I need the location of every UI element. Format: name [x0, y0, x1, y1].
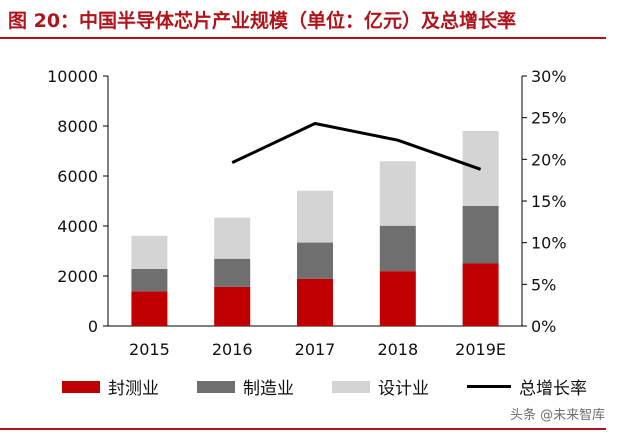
y2-tick-label: 15%	[531, 192, 567, 211]
y2-tick-label: 5%	[531, 275, 556, 294]
x-tick-label: 2016	[212, 340, 253, 359]
legend-label-packaging: 封测业	[108, 379, 159, 399]
bar-segment	[297, 278, 333, 326]
y-tick-label: 4000	[57, 217, 98, 236]
bar-segment	[379, 161, 416, 226]
legend-item-manufacturing: 制造业	[197, 374, 294, 399]
bar-segment	[297, 242, 333, 279]
y2-tick-label: 0%	[531, 317, 556, 336]
growth-line	[231, 122, 482, 171]
watermark-text: 头条 @未来智库	[510, 408, 606, 423]
legend-item-growth: 总增长率	[467, 374, 587, 399]
legend-label-manufacturing: 制造业	[243, 379, 294, 399]
legend-swatch-manufacturing	[197, 380, 235, 393]
y-tick-label: 0	[88, 317, 98, 336]
legend-line-growth	[467, 385, 511, 388]
bar-segment	[214, 217, 251, 259]
bottom-rule	[0, 428, 606, 430]
bar-segment	[131, 268, 168, 292]
legend-item-design: 设计业	[332, 374, 429, 399]
legend-swatch-design	[332, 380, 370, 393]
y-tick-label: 8000	[57, 117, 98, 136]
bar-segment	[131, 235, 168, 269]
y-tick-label: 10000	[47, 67, 98, 86]
legend-label-growth: 总增长率	[519, 379, 587, 399]
x-tick-label: 2017	[295, 340, 336, 359]
bar-segment	[379, 225, 416, 272]
bar-segment	[462, 263, 499, 326]
legend-swatch-packaging	[62, 380, 100, 393]
y2-tick-label: 25%	[531, 109, 567, 128]
legend-item-packaging: 封测业	[62, 374, 159, 399]
legend-label-design: 设计业	[378, 379, 429, 399]
title-rule	[0, 37, 606, 39]
bar-segment	[297, 190, 333, 243]
bar-segment	[214, 286, 251, 326]
x-tick-label: 2019E	[455, 340, 506, 359]
chart-legend: 封测业 制造业 设计业 总增长率	[62, 374, 625, 399]
y-tick-label: 6000	[57, 167, 98, 186]
bar-segment	[214, 258, 251, 287]
bar-segment	[131, 291, 168, 326]
bar-segment	[462, 206, 499, 264]
x-tick-label: 2018	[377, 340, 418, 359]
y2-tick-label: 20%	[531, 150, 567, 169]
y2-tick-label: 10%	[531, 234, 567, 253]
chart-plot: 0 2000 4000 6000 8000 10000 0% 5% 10% 15% 20% 25% 30…	[47, 67, 567, 359]
bar-segment	[379, 271, 416, 326]
y2-tick-label: 30%	[531, 67, 567, 86]
y-tick-label: 2000	[57, 267, 98, 286]
x-tick-label: 2015	[129, 340, 170, 359]
figure-title: 图 20：中国半导体芯片产业规模（单位：亿元）及总增长率	[8, 10, 517, 32]
